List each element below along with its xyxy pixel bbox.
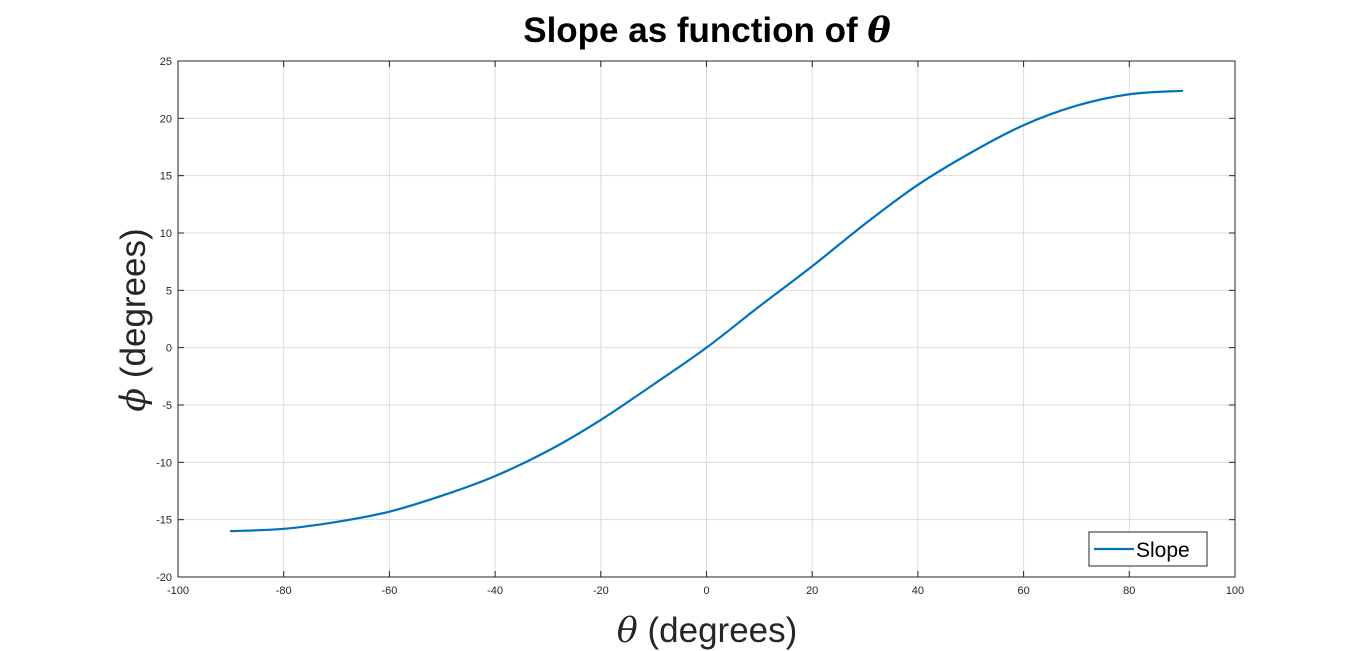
series-point-slope (441, 495, 443, 497)
y-axis-label-text: (degrees) (114, 228, 153, 388)
tick-marks (177, 60, 1236, 578)
series-point-slope (1075, 105, 1077, 107)
y-tick-label: 10 (160, 228, 172, 240)
x-tick-label: 60 (1017, 585, 1029, 597)
x-axis-label-symbol: θ (617, 611, 638, 651)
x-tick-label: -80 (276, 585, 292, 597)
series-point-slope (970, 152, 972, 154)
series-point-slope (811, 265, 813, 267)
series-point-slope (1181, 90, 1183, 92)
series-point-slope (283, 528, 285, 530)
x-tick-label: 0 (703, 585, 709, 597)
series-point-slope (600, 419, 602, 421)
series-point-slope (547, 450, 549, 452)
series-point-slope (1023, 124, 1025, 126)
chart-title: Slope as function of θ (523, 10, 891, 51)
y-tick-label: 5 (166, 285, 172, 297)
x-tick-label: -20 (593, 585, 609, 597)
series-point-slope (706, 347, 708, 349)
chart-title-text: Slope as function of (523, 11, 867, 50)
series-point-slope (230, 530, 232, 532)
series-point-slope (1128, 93, 1130, 95)
x-tick-label: 20 (806, 585, 818, 597)
x-tick-label: -60 (381, 585, 397, 597)
series-point-slope (917, 184, 919, 186)
y-axis-label-symbol: ϕ (114, 388, 154, 412)
x-tick-label: 40 (912, 585, 924, 597)
y-tick-label: 15 (160, 171, 172, 183)
y-tick-label: 20 (160, 113, 172, 125)
x-tick-label: 80 (1123, 585, 1135, 597)
y-tick-label: -10 (156, 457, 172, 469)
tick-labels: -100 -80 -60 -40 -20 0 20 40 60 80 100 -20 -15 -10 -5 0… (156, 56, 1244, 597)
series-line-slope (229, 89, 1184, 533)
legend-label-slope: Slope (1136, 539, 1190, 562)
y-tick-label: -15 (156, 515, 172, 527)
y-tick-label: 0 (166, 343, 172, 355)
series-point-slope (653, 383, 655, 385)
x-axis-label-text: (degrees) (638, 611, 798, 650)
series-point-slope (864, 223, 866, 225)
x-tick-label: -40 (487, 585, 503, 597)
y-axis-label: ϕ (degrees) (114, 228, 154, 411)
x-tick-label: 100 (1226, 585, 1244, 597)
y-tick-label: -5 (162, 400, 172, 412)
series-point-slope (388, 511, 390, 513)
series-point-slope (336, 521, 338, 523)
y-tick-label: 25 (160, 56, 172, 68)
legend: Slope (1088, 531, 1208, 567)
series-point-slope (758, 305, 760, 307)
x-tick-label: -100 (167, 585, 189, 597)
series-point-slope (494, 475, 496, 477)
chart-title-symbol: θ (867, 10, 891, 51)
y-tick-label: -20 (156, 572, 172, 584)
x-axis-label: θ (degrees) (617, 611, 798, 651)
